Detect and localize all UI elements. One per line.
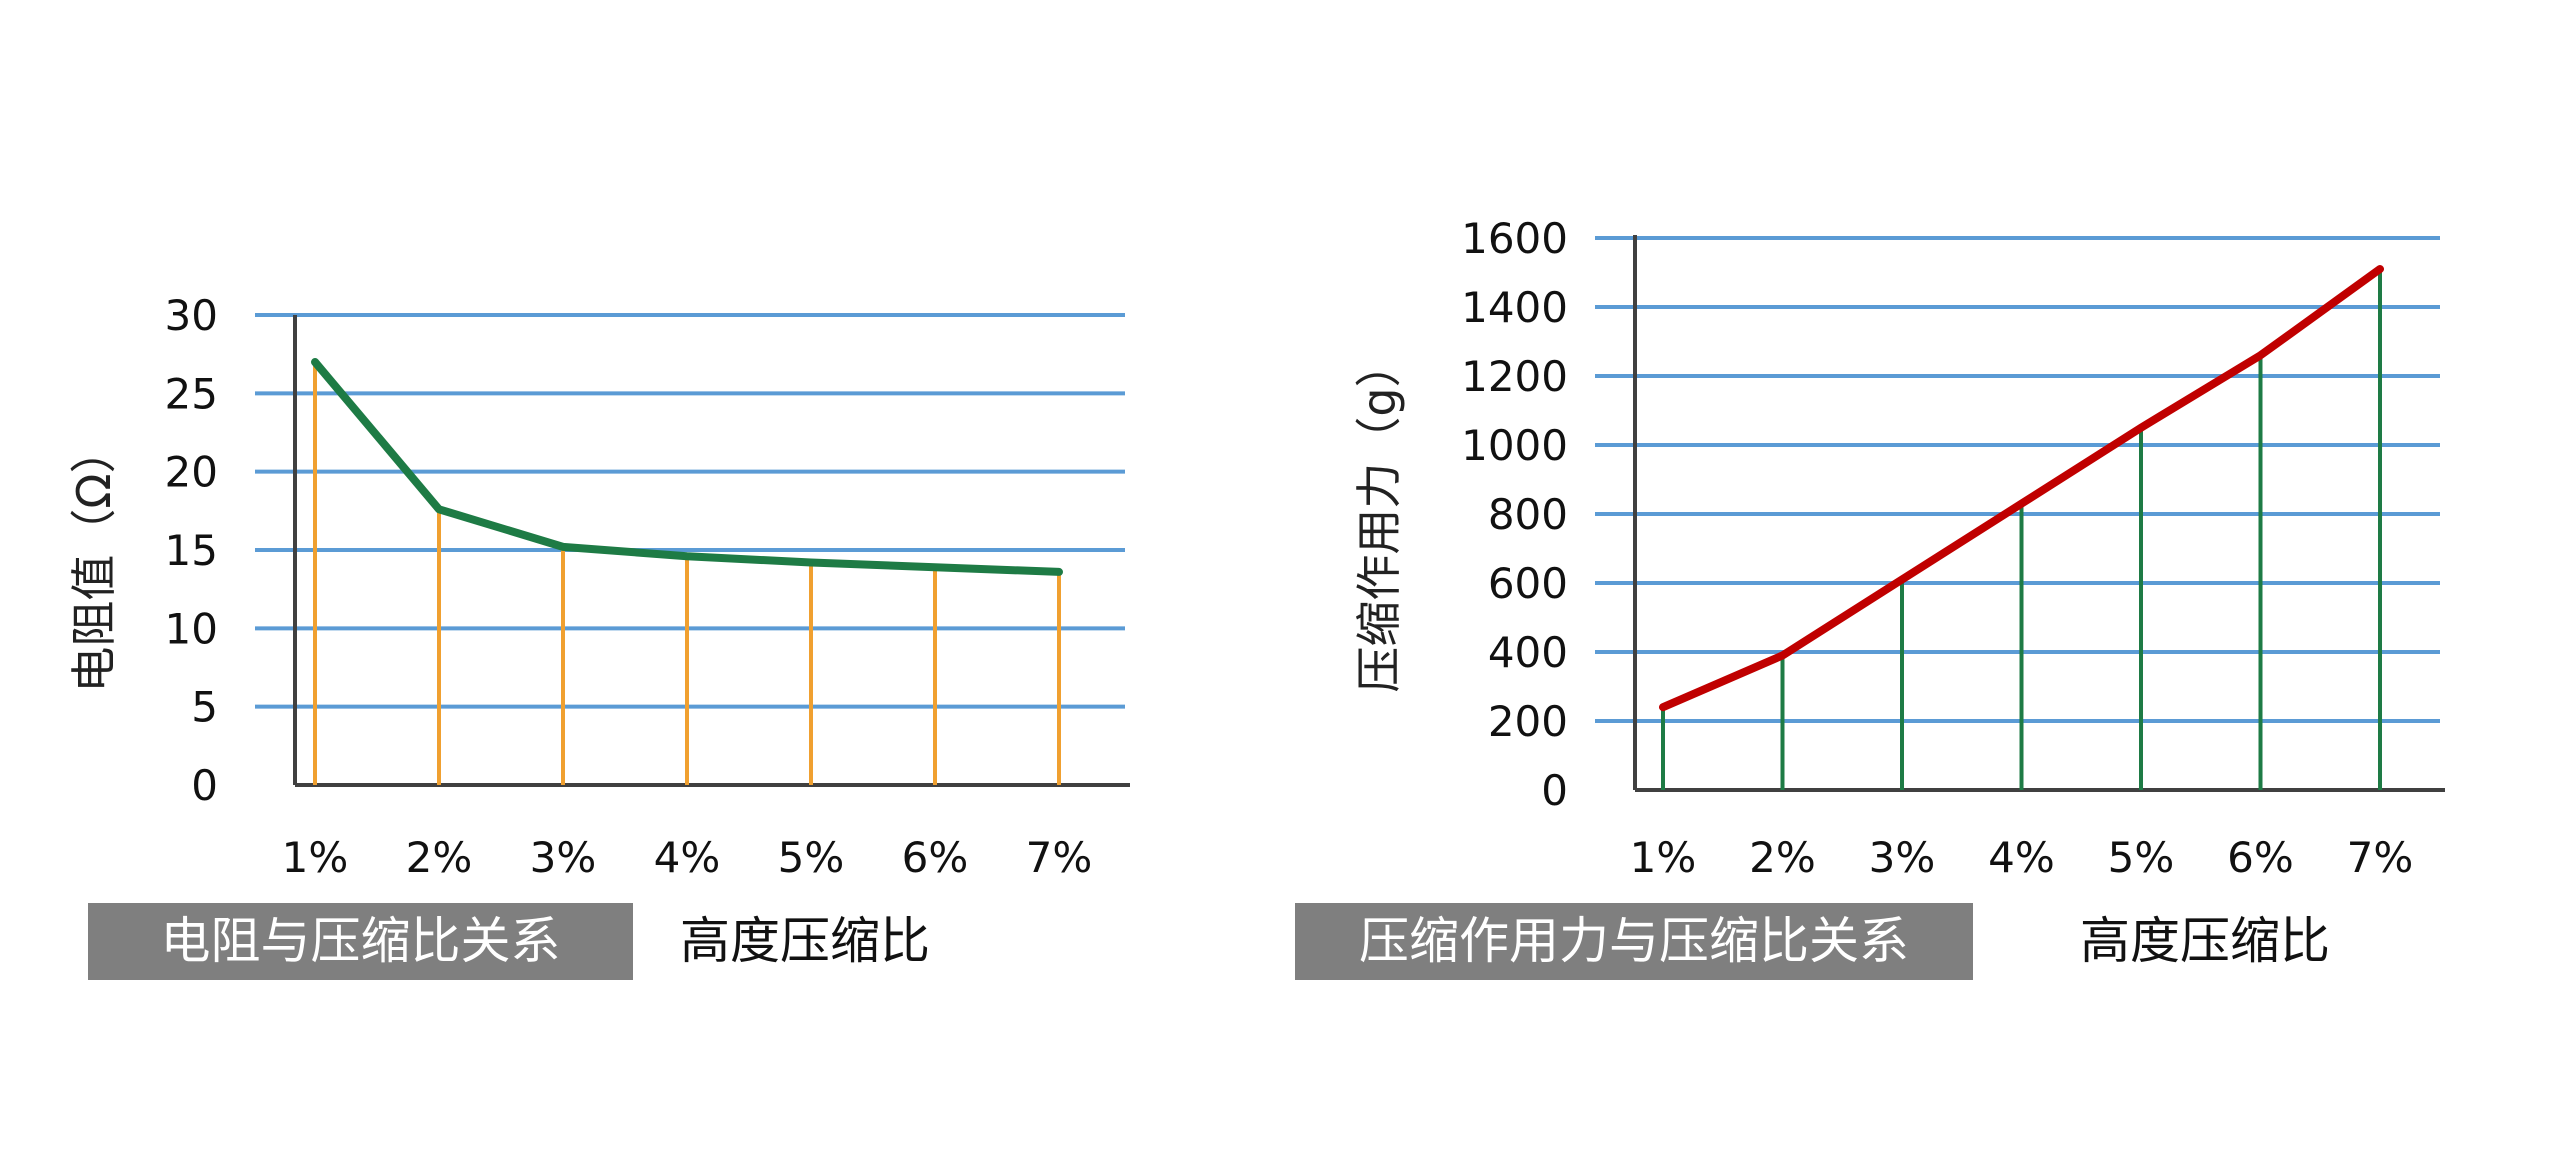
resistance-chart: 0 5 10 15 20 25 30 1% 2% 3% 4% 5% 6% 7% 电阻值（Ω） 电阻与压缩比关系… xyxy=(67,291,1130,980)
chart-title: 压缩作用力与压缩比关系 xyxy=(1359,912,1909,970)
y-tick-label: 400 xyxy=(1488,628,1568,677)
x-tick-label: 5% xyxy=(2108,833,2175,882)
x-tick-label: 4% xyxy=(654,833,721,882)
data-point xyxy=(1900,577,1904,582)
x-tick-label: 5% xyxy=(778,833,845,882)
data-point xyxy=(1057,569,1061,574)
y-tick-label: 25 xyxy=(165,369,218,418)
x-tick-label: 2% xyxy=(1749,833,1816,882)
data-point xyxy=(2139,425,2143,430)
y-tick-label: 15 xyxy=(165,526,218,575)
data-point xyxy=(561,544,565,549)
data-point xyxy=(313,360,317,364)
x-tick-label: 1% xyxy=(282,833,349,882)
x-tick-label: 2% xyxy=(406,833,473,882)
x-tick-label: 3% xyxy=(1869,833,1936,882)
data-point xyxy=(1661,705,1665,710)
data-point xyxy=(2258,353,2263,358)
x-axis-label: 高度压缩比 xyxy=(2080,912,2330,970)
data-point xyxy=(933,565,937,570)
data-point xyxy=(685,554,689,559)
y-tick-label: 5 xyxy=(191,683,218,732)
chart-title: 电阻与压缩比关系 xyxy=(161,912,561,970)
x-tick-label: 7% xyxy=(2347,833,2414,882)
title-banner xyxy=(88,903,633,980)
title-banner xyxy=(1295,903,1973,980)
x-tick-label: 3% xyxy=(530,833,597,882)
x-tick-label: 6% xyxy=(902,833,969,882)
x-axis-label: 高度压缩比 xyxy=(680,912,930,970)
y-tick-label: 1000 xyxy=(1461,421,1568,470)
force-chart: 0 200 400 600 800 1000 1200 1400 1600 1% 2% 3% 4% 5% 6… xyxy=(1295,214,2445,980)
x-tick-label: 1% xyxy=(1630,833,1697,882)
y-tick-label: 10 xyxy=(165,604,218,653)
y-axis-label: 压缩作用力（g） xyxy=(1352,341,1406,692)
y-axis-label: 电阻值（Ω） xyxy=(67,427,121,692)
y-tick-label: 30 xyxy=(165,291,218,340)
y-tick-label: 1400 xyxy=(1461,283,1568,332)
x-tick-label: 6% xyxy=(2227,833,2294,882)
y-tick-label: 1200 xyxy=(1461,352,1568,401)
data-point xyxy=(1780,653,1785,658)
y-tick-label: 200 xyxy=(1488,697,1568,746)
y-tick-label: 20 xyxy=(165,448,218,497)
y-tick-label: 0 xyxy=(1541,766,1568,815)
y-tick-label: 800 xyxy=(1488,490,1568,539)
y-tick-label: 0 xyxy=(191,761,218,810)
data-point xyxy=(437,507,441,512)
x-tick-label: 4% xyxy=(1988,833,2055,882)
data-point xyxy=(2019,501,2024,506)
x-tick-label: 7% xyxy=(1026,833,1093,882)
y-tick-label: 1600 xyxy=(1461,214,1568,263)
data-point xyxy=(809,560,813,565)
y-tick-label: 600 xyxy=(1488,559,1568,608)
data-point xyxy=(2378,267,2382,272)
